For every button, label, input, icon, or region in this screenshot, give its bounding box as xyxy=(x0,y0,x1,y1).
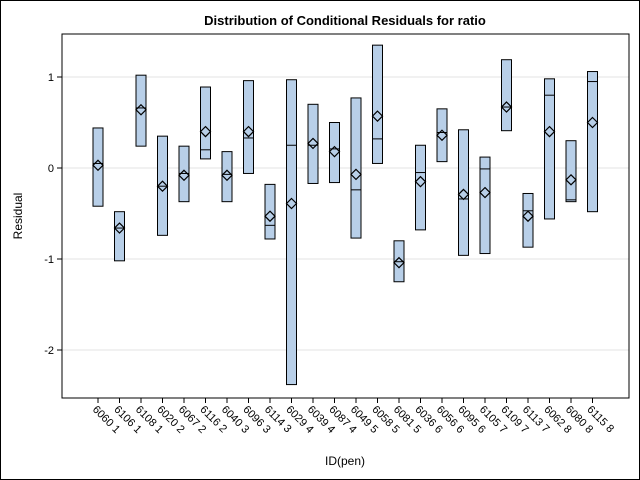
box-range xyxy=(544,78,555,220)
box-6105-7 xyxy=(479,156,491,255)
box-6095-6 xyxy=(457,129,470,256)
box-range xyxy=(114,211,125,262)
mean-marker xyxy=(543,125,556,138)
mean-marker xyxy=(242,125,255,138)
chart-title: Distribution of Conditional Residuals fo… xyxy=(204,13,486,28)
box-range xyxy=(565,140,577,203)
box-6067-2 xyxy=(178,145,190,203)
mean-marker xyxy=(350,168,362,181)
box-6106-1 xyxy=(113,211,126,262)
mean-marker xyxy=(178,169,190,182)
box-range xyxy=(200,86,211,160)
y-tick-label: 0 xyxy=(48,163,54,175)
box-6114-3 xyxy=(264,183,276,240)
box-6096-3 xyxy=(242,80,255,174)
y-tick-label: 1 xyxy=(48,72,54,84)
plot-area xyxy=(61,33,630,399)
mean-marker xyxy=(135,103,147,116)
box-range xyxy=(522,192,534,248)
box-range xyxy=(436,108,448,163)
mean-marker xyxy=(285,197,298,210)
box-range xyxy=(479,156,491,255)
box-range xyxy=(458,129,469,256)
box-6039-4 xyxy=(307,103,319,184)
mean-marker xyxy=(436,129,448,142)
box-6113-7 xyxy=(522,192,534,248)
box-range xyxy=(501,59,512,132)
mean-marker xyxy=(371,110,384,122)
y-axis: -2 -1 0 1 xyxy=(44,72,62,357)
y-tick-label: -2 xyxy=(44,345,54,357)
box-range xyxy=(372,44,383,164)
mean-marker xyxy=(328,145,341,158)
mean-marker xyxy=(221,169,233,182)
box-6036-6 xyxy=(414,144,427,231)
mean-marker xyxy=(264,210,276,223)
mean-marker xyxy=(414,175,427,188)
y-tick-label: -1 xyxy=(44,254,54,266)
box-6060-1 xyxy=(92,127,104,207)
box-6040-3 xyxy=(221,151,233,203)
box-range xyxy=(286,79,297,386)
mean-marker xyxy=(522,210,534,223)
x-axis-label: ID(pen) xyxy=(325,454,365,468)
box-6115-8 xyxy=(586,71,599,213)
box-6049-5 xyxy=(350,97,362,239)
box-range xyxy=(329,122,340,184)
box-6029-4 xyxy=(285,79,298,386)
box-range xyxy=(307,103,319,184)
mean-marker xyxy=(113,222,126,234)
mean-marker xyxy=(92,159,104,172)
box-6087-4 xyxy=(328,122,341,184)
mean-marker xyxy=(565,173,577,186)
mean-marker xyxy=(156,180,169,193)
box-6081-5 xyxy=(393,240,405,283)
mean-marker xyxy=(586,116,599,129)
box-6080-8 xyxy=(565,140,577,203)
box-6056-6 xyxy=(436,108,448,163)
box-6062-8 xyxy=(543,78,556,220)
mean-marker xyxy=(307,137,319,150)
box-range xyxy=(350,97,362,239)
box-range xyxy=(135,74,147,147)
mean-marker xyxy=(199,125,212,138)
box-range xyxy=(92,127,104,207)
box-6116-2 xyxy=(199,86,212,160)
box-range xyxy=(221,151,233,203)
grid-lines xyxy=(62,76,629,351)
box-6020-2 xyxy=(156,135,169,236)
mean-marker xyxy=(457,188,470,201)
box-series xyxy=(92,44,599,386)
box-6109-7 xyxy=(500,59,513,132)
mean-marker xyxy=(479,186,491,199)
box-range xyxy=(587,71,598,213)
box-6108-1 xyxy=(135,74,147,147)
mean-marker xyxy=(393,256,405,269)
y-axis-label: Residual xyxy=(11,193,25,240)
box-6058-5 xyxy=(371,44,384,164)
box-range xyxy=(415,144,426,231)
mean-marker xyxy=(500,101,513,113)
